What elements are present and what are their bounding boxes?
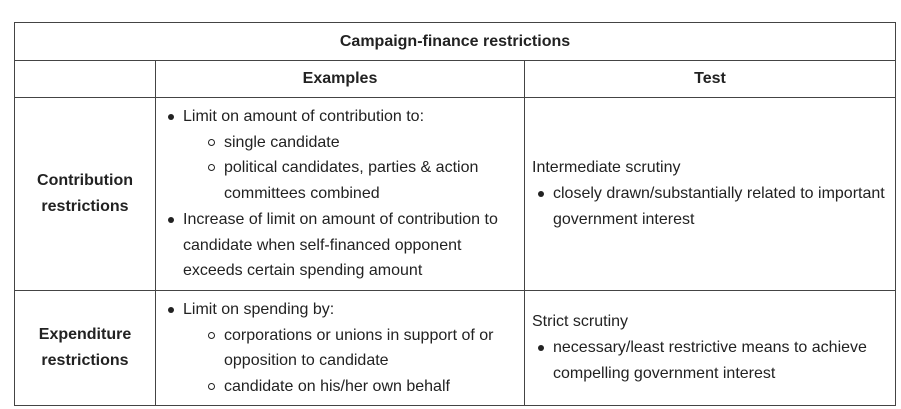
row-label-line2: restrictions — [41, 198, 129, 215]
row-label-line2: restrictions — [41, 352, 129, 369]
sub-list-item: single candidate — [183, 130, 520, 156]
sub-list: single candidate political candidates, p… — [183, 130, 520, 207]
title-row: Campaign-finance restrictions — [14, 22, 896, 61]
sub-list-item: candidate on his/her own behalf — [183, 374, 520, 400]
test-list: necessary/least restrictive means to ach… — [532, 335, 889, 386]
list-item: necessary/least restrictive means to ach… — [532, 335, 889, 386]
test-header: Test — [524, 60, 896, 98]
table-row: Contribution restrictions Limit on amoun… — [14, 97, 896, 291]
table-title: Campaign-finance restrictions — [14, 22, 896, 61]
campaign-finance-table: Campaign-finance restrictions Examples T… — [14, 22, 896, 406]
row-label-line1: Expenditure — [38, 326, 132, 343]
test-cell: Strict scrutiny necessary/least restrict… — [524, 290, 896, 406]
examples-cell: Limit on amount of contribution to: sing… — [155, 97, 525, 291]
header-row: Examples Test — [14, 60, 896, 98]
scrutiny-level: Intermediate scrutiny — [532, 159, 681, 177]
sub-list-item: corporations or unions in support of or … — [183, 323, 520, 374]
examples-list: Limit on amount of contribution to: sing… — [164, 104, 520, 284]
row-label-line1: Contribution — [37, 172, 133, 189]
table-row: Expenditure restrictions Limit on spendi… — [14, 290, 896, 406]
list-item: closely drawn/substantially related to i… — [532, 181, 889, 232]
examples-cell: Limit on spending by: corporations or un… — [155, 290, 525, 406]
row-label-expenditure: Expenditure restrictions — [14, 290, 156, 406]
scrutiny-level: Strict scrutiny — [532, 313, 629, 331]
examples-list: Limit on spending by: corporations or un… — [164, 297, 520, 400]
blank-header-cell — [14, 60, 156, 98]
list-item: Increase of limit on amount of contribut… — [164, 207, 520, 284]
examples-header: Examples — [155, 60, 525, 98]
sub-list-item: political candidates, parties & action c… — [183, 155, 520, 206]
test-list: closely drawn/substantially related to i… — [532, 181, 889, 232]
row-label-contribution: Contribution restrictions — [14, 97, 156, 291]
list-item-text: Limit on spending by: — [183, 301, 335, 318]
test-cell: Intermediate scrutiny closely drawn/subs… — [524, 97, 896, 291]
list-item: Limit on amount of contribution to: sing… — [164, 104, 520, 207]
list-item-text: Limit on amount of contribution to: — [183, 108, 425, 125]
list-item: Limit on spending by: corporations or un… — [164, 297, 520, 400]
sub-list: corporations or unions in support of or … — [183, 323, 520, 400]
